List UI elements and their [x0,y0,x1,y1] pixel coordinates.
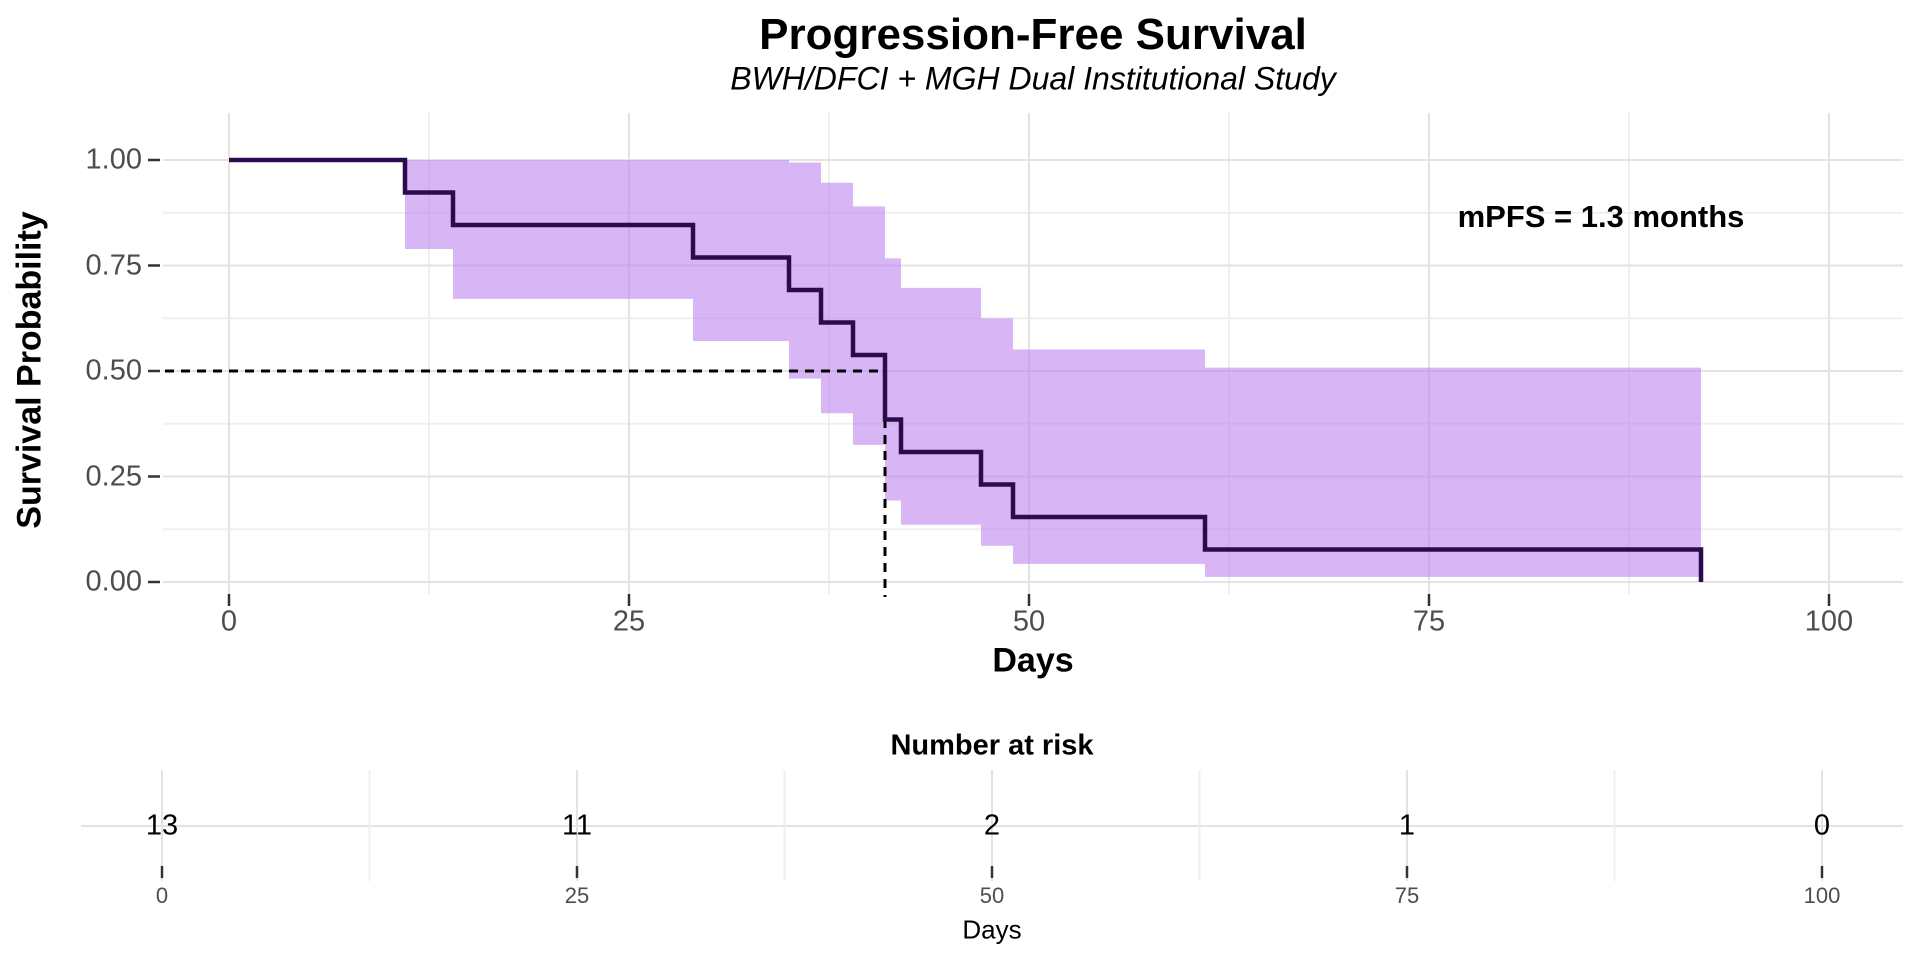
median-reference-lines [165,369,887,597]
risk-table-title: Number at risk [890,729,1094,762]
risk-count-day0: 13 [145,809,179,842]
confidence-band [405,160,1701,577]
risk-count-day100: 0 [1813,809,1831,842]
risk-axis-label-75: 75 [1394,883,1420,908]
median-pfs-annotation: mPFS = 1.3 months [1457,199,1745,234]
x-tick-label-0: 0 [220,605,238,638]
page-title: Progression-Free Survival [759,10,1307,59]
x-tick-label-75: 75 [1412,605,1446,638]
survival-curve [229,157,1704,582]
risk-table-panel [81,770,1903,881]
y-tick-label-0.00: 0.00 [85,565,142,598]
risk-axis-label-25: 25 [564,883,590,908]
y-tick-label-0.25: 0.25 [85,460,142,493]
risk-axis-label-50: 50 [979,883,1005,908]
y-tick-label-0.75: 0.75 [85,249,142,282]
risk-axis-label-100: 100 [1803,883,1841,908]
main-axis-ticks [148,158,1831,606]
y-tick-label-1.00: 1.00 [85,143,142,176]
risk-count-day75: 1 [1398,809,1416,842]
risk-axis-title: Days [962,914,1022,945]
x-tick-label-50: 50 [1012,605,1046,638]
x-tick-label-25: 25 [612,605,646,638]
risk-count-day50: 2 [983,809,1001,842]
y-axis-title: Survival Probability [10,211,49,529]
page-subtitle: BWH/DFCI + MGH Dual Institutional Study [730,60,1336,97]
x-axis-title: Days [992,641,1074,680]
y-tick-label-0.50: 0.50 [85,354,142,387]
x-tick-label-100: 100 [1804,605,1854,638]
risk-axis-label-0: 0 [155,883,169,908]
risk-count-day25: 11 [561,809,593,842]
